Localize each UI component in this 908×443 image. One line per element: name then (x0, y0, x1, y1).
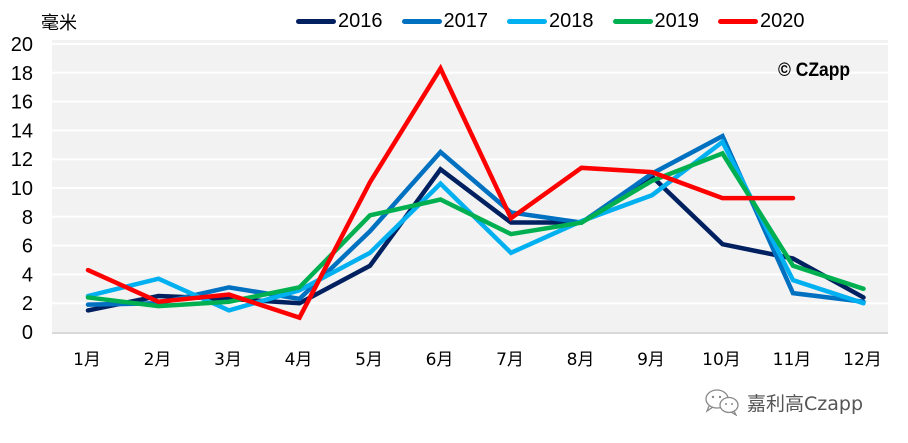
legend-swatch (612, 19, 653, 24)
x-tick-label: 3月 (214, 350, 242, 370)
plot-area (52, 40, 888, 333)
x-tick-label: 7月 (496, 350, 524, 370)
gridlines (52, 43, 888, 305)
footer-text: 嘉利高Czapp (747, 392, 864, 415)
footer-brand: 嘉利高Czapp (703, 388, 863, 416)
y-tick-label: 2 (22, 293, 33, 315)
y-tick-label: 18 (11, 63, 33, 85)
series-lines (85, 63, 866, 321)
wechat-icon (705, 389, 739, 416)
legend-label: 2019 (654, 10, 700, 32)
legend-swatch (401, 19, 442, 24)
y-tick-label: 14 (11, 120, 33, 142)
y-axis-unit-label: 毫米 (41, 13, 77, 34)
y-tick-label: 4 (22, 264, 33, 286)
y-tick-label: 6 (22, 236, 33, 258)
legend-item-2016: 2016 (296, 10, 383, 33)
y-tick-labels: 0 2 4 6 8 10 12 14 16 18 20 (11, 34, 33, 344)
watermark: © CZapp (778, 60, 851, 81)
legend-swatch (507, 19, 547, 24)
series-line-2016 (85, 166, 866, 313)
x-tick-label: 4月 (285, 350, 313, 370)
legend: 2016 2017 2018 2019 2020 (296, 10, 824, 33)
x-tick-label: 6月 (426, 350, 454, 370)
legend-swatch (718, 19, 758, 24)
legend-item-2017: 2017 (401, 10, 489, 33)
legend-item-2019: 2019 (612, 10, 700, 33)
x-tick-label: 2月 (144, 350, 172, 370)
x-tick-label: 5月 (355, 350, 383, 370)
legend-swatch (296, 19, 336, 24)
legend-label: 2018 (549, 10, 594, 32)
legend-item-2020: 2020 (718, 10, 805, 33)
x-tick-label: 12月 (843, 350, 882, 370)
x-tick-labels: 1月 2月 3月 4月 5月 6月 7月 8月 9月 10月 11月 12月 (73, 350, 882, 370)
x-tick-label: 10月 (702, 350, 741, 370)
x-tick-label: 9月 (637, 350, 665, 370)
y-tick-label: 12 (11, 149, 33, 171)
y-tick-label: 16 (11, 92, 33, 114)
legend-label: 2017 (443, 10, 489, 32)
series-line-2019 (85, 150, 866, 309)
x-tick-label: 8月 (567, 350, 595, 370)
y-tick-label: 8 (22, 207, 33, 229)
y-tick-label: 20 (11, 34, 33, 56)
y-tick-label: 10 (11, 178, 33, 200)
y-tick-label: 0 (22, 322, 33, 344)
legend-label: 2020 (760, 10, 805, 32)
x-tick-label: 11月 (773, 350, 812, 370)
legend-label: 2016 (338, 10, 383, 32)
x-tick-label: 1月 (73, 350, 101, 370)
legend-item-2018: 2018 (507, 10, 594, 33)
